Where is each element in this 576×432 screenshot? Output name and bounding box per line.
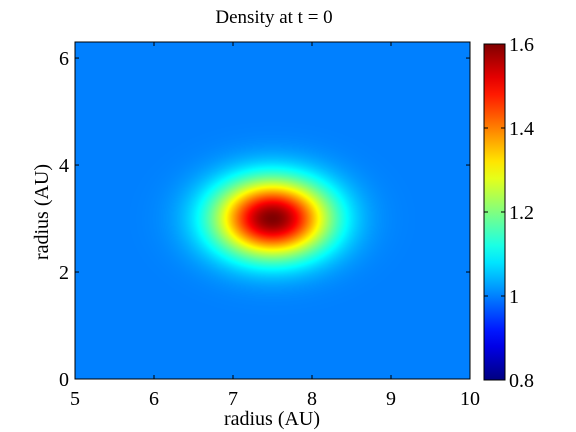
y-tick-label: 2	[59, 262, 69, 284]
x-tick-label: 9	[386, 388, 396, 410]
colorbar-axis: 0.8 1 1.2 1.4 1.6	[484, 34, 534, 392]
colorbar-tick-label: 0.8	[509, 370, 534, 392]
x-tick-label: 8	[307, 388, 317, 410]
colorbar-tick-label: 1.4	[509, 118, 534, 140]
y-axis: 0 2 4 6	[59, 48, 470, 391]
x-tick-label: 6	[149, 388, 159, 410]
x-axis-label: radius (AU)	[224, 408, 320, 430]
chart-title: Density at t = 0	[215, 7, 332, 28]
plot-frame	[74, 41, 471, 380]
colorbar-tick-label: 1	[509, 286, 519, 308]
colorbar-tick-label: 1.6	[509, 34, 534, 56]
x-tick-label: 7	[228, 388, 238, 410]
y-axis-label: radius (AU)	[31, 164, 53, 260]
heatmap-canvas-container	[75, 42, 470, 379]
heatmap-image	[75, 42, 470, 379]
y-tick-label: 4	[59, 155, 69, 177]
colorbar-tick-label: 1.2	[509, 202, 534, 224]
x-tick-label: 10	[460, 388, 480, 410]
y-tick-label: 6	[59, 48, 69, 70]
colorbar-bar	[484, 44, 505, 380]
plot-area: 5 6 7 8 9 10 0 2 4 6	[59, 41, 480, 410]
x-axis: 5 6 7 8 9 10	[70, 42, 480, 410]
colorbar: 0.8 1 1.2 1.4 1.6	[483, 34, 534, 392]
y-tick-label: 0	[59, 369, 69, 391]
x-tick-label: 5	[70, 388, 80, 410]
